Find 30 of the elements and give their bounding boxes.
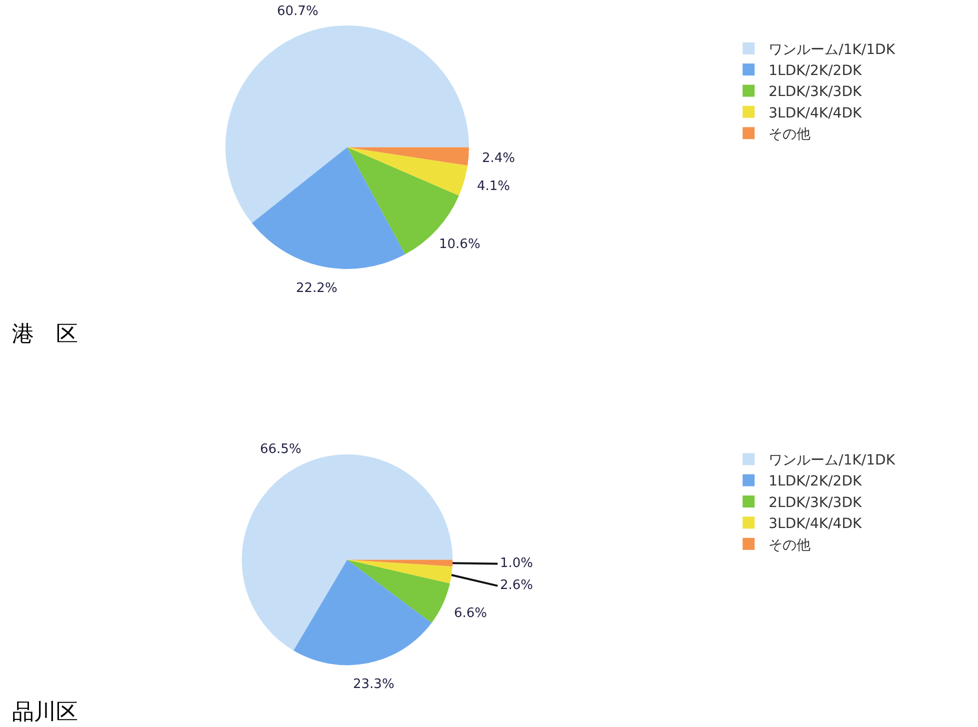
data-label: 1.0% [500,556,534,571]
legend-label: 1LDK/2K/2DK [768,62,862,79]
legend-label: 3LDK/4K/4DK [768,105,862,122]
text: 港 区 [12,322,78,347]
data-label: 66.5% [260,442,302,457]
data-label: 10.6% [439,237,480,252]
pie-slice [226,26,469,224]
data-label: 6.6% [454,606,488,621]
legend-label: 1LDK/2K/2DK [768,474,862,490]
pie-slice [347,560,452,584]
legend-label: ワンルーム/1K/1DK [768,452,896,469]
pie-slice [347,147,468,196]
legend-label: ワンルーム/1K/1DK [768,42,896,58]
data-label: 2.4% [482,151,516,166]
data-label: 2.6% [500,578,534,593]
pie-slice [252,147,406,269]
legend-label: その他 [768,537,811,554]
legend-label: 2LDK/3K/3DK [768,494,862,511]
pie-slice [242,454,453,651]
text: 品川区 [12,700,78,725]
legend-label: 3LDK/4K/4DK [768,516,862,532]
pie-slice [294,560,432,666]
legend-label: その他 [768,126,811,143]
data-label: 60.7% [277,4,318,19]
legend-label: 2LDK/3K/3DK [768,84,862,100]
data-label: 22.2% [296,281,338,296]
pie-slice [347,147,469,166]
data-label: 4.1% [477,179,510,194]
pie-slice [347,560,450,623]
data-label: 23.3% [353,677,394,692]
